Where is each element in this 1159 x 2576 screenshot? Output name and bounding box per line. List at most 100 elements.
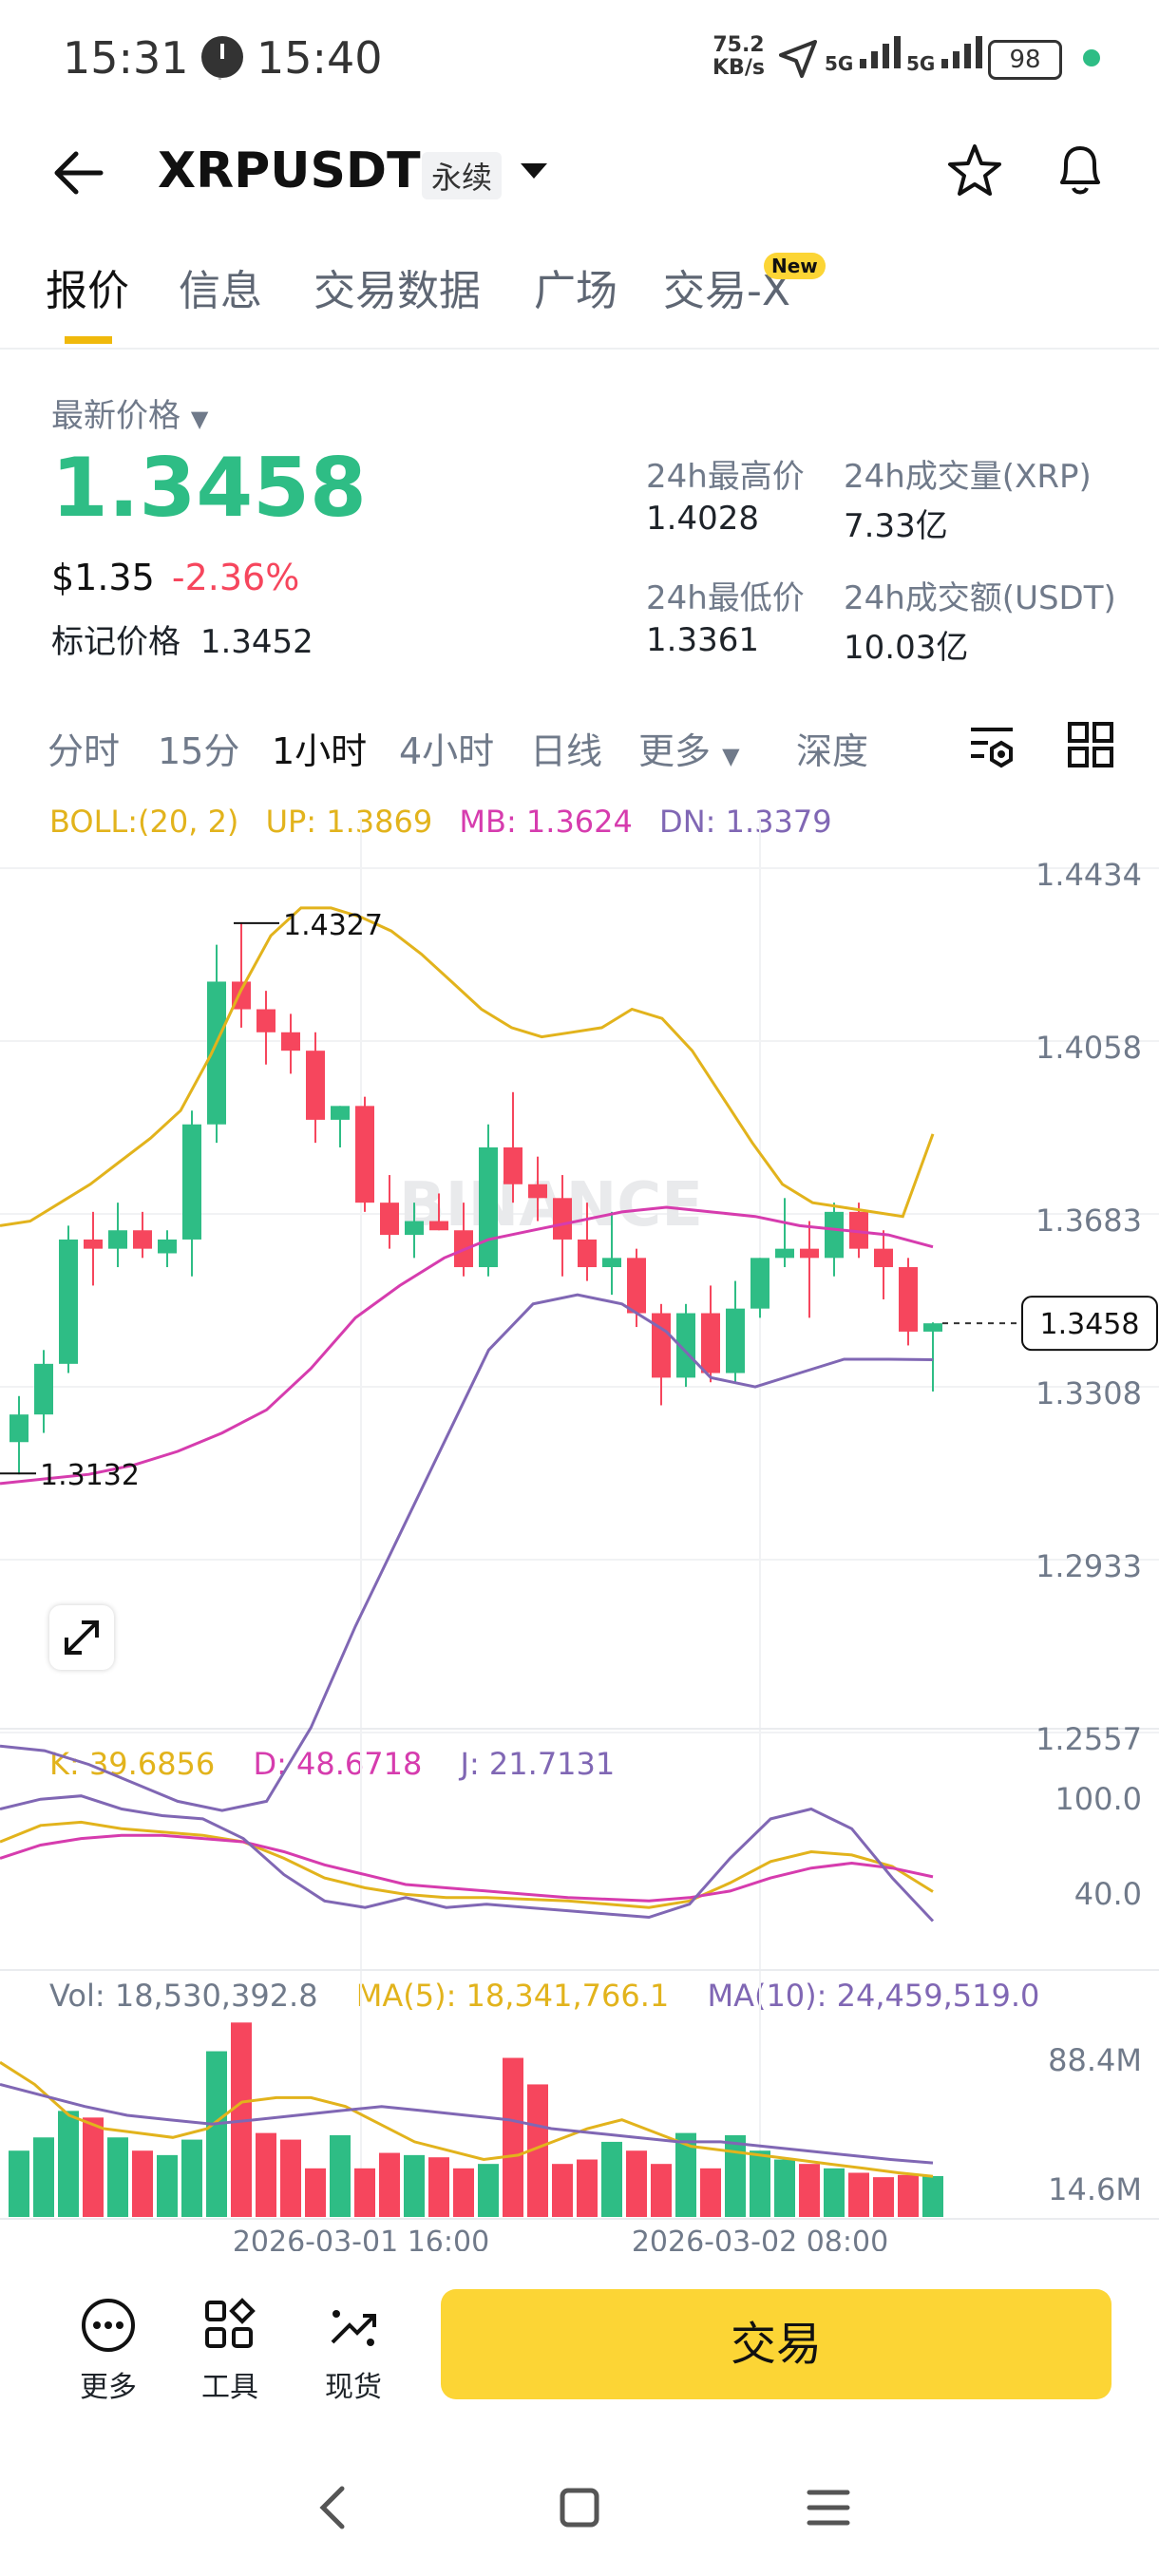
tab-info[interactable]: 信息 (179, 267, 262, 315)
battery-icon: 98 (988, 40, 1062, 80)
kdj-k-line (0, 1820, 934, 1909)
usd-price-row: $1.35 -2.36% (51, 557, 299, 598)
volume-bar (428, 2157, 449, 2217)
bottom-more[interactable]: 更多 (61, 2295, 156, 2405)
last-price: 1.3458 (51, 441, 367, 536)
kdj-d-line (0, 1833, 934, 1903)
interval-4h[interactable]: 4小时 (399, 730, 495, 772)
candle-body (602, 1258, 621, 1268)
location-arrow-icon (779, 40, 817, 78)
candle-body (701, 1313, 720, 1373)
tab-quote[interactable]: 报价 (46, 267, 129, 315)
net-speed-unit: KB/s (712, 56, 765, 80)
low-value: 1.3361 (646, 621, 759, 659)
volume-bar (132, 2150, 153, 2217)
boll-mb-label: MB: 1.3624 (459, 804, 633, 840)
interval-more[interactable]: 更多 ▼ (638, 730, 740, 772)
candle-body (825, 1211, 844, 1259)
time-tick-label: 2026-03-02 08:00 (632, 2226, 888, 2251)
tab-square[interactable]: 广场 (534, 267, 618, 315)
volume-bar (774, 2159, 795, 2217)
indicator-settings-icon[interactable] (965, 718, 1018, 771)
star-icon[interactable] (944, 141, 1005, 201)
interval-time[interactable]: 分时 (48, 730, 121, 772)
candle-body (133, 1230, 152, 1249)
high-label: 24h最高价 (646, 458, 805, 496)
turnover-value: 10.03亿 (844, 629, 969, 667)
chevron-down-icon[interactable] (517, 160, 551, 182)
nav-menu-icon[interactable] (800, 2479, 857, 2536)
candle-body (775, 1248, 794, 1259)
candle-body (874, 1248, 893, 1268)
kdj-j-line (0, 1794, 935, 1923)
volume-bar (651, 2164, 672, 2217)
signal-2: 5G (906, 32, 989, 75)
boll-dn-line (0, 1293, 934, 1812)
candle-body (207, 981, 226, 1125)
vol-tick-label: 14.6M (1048, 2171, 1142, 2207)
volume-bar (898, 2174, 919, 2217)
trade-button[interactable]: 交易 (441, 2289, 1112, 2399)
latest-price-label[interactable]: 最新价格 ▼ (51, 397, 209, 435)
candle-body (627, 1258, 646, 1314)
interval-1d[interactable]: 日线 (530, 730, 603, 772)
bottom-tools[interactable]: 工具 (182, 2295, 277, 2405)
new-badge: New (764, 253, 826, 279)
interval-15m[interactable]: 15分 (158, 730, 240, 772)
volume-bar (527, 2084, 548, 2217)
nav-back-icon[interactable] (304, 2479, 361, 2536)
tools-icon (205, 2298, 256, 2348)
low-annotation: 1.3132 (40, 1459, 140, 1492)
candle-body (331, 1106, 350, 1120)
trade-button-label: 交易 (730, 2318, 822, 2371)
candle-body (306, 1051, 325, 1120)
tab-trading-data[interactable]: 交易数据 (314, 267, 481, 315)
kline-chart[interactable]: 1.4434 1.4058 1.3683 1.3308 1.2933 1.2557 BINA… (0, 788, 1159, 2251)
usd-price: $1.35 (51, 557, 155, 598)
expand-button[interactable] (49, 1605, 114, 1670)
volume-bar (206, 2051, 227, 2217)
candle-body (405, 1221, 424, 1236)
high-value: 1.4028 (646, 500, 759, 538)
volume-bar (83, 2117, 104, 2217)
kdj-tick-label: 100.0 (1054, 1781, 1142, 1817)
status-bar: 15:31 15:40 75.2 KB/s 5G 5G 98 (0, 0, 1159, 114)
interval-depth[interactable]: 深度 (796, 730, 869, 772)
candle-body (84, 1239, 103, 1249)
back-arrow-icon[interactable] (48, 142, 108, 203)
interval-1h[interactable]: 1小时 (272, 730, 368, 772)
expand-icon (65, 1620, 99, 1655)
candle-body (59, 1239, 78, 1364)
interval-more-text: 更多 (638, 730, 712, 772)
price-tick-label: 1.2557 (1036, 1721, 1142, 1757)
candle-body (849, 1211, 868, 1249)
volume-bar (379, 2152, 400, 2217)
boll-mb-line (0, 1205, 934, 1486)
net-speed-value: 75.2 (712, 33, 765, 57)
status-time: 15:31 (63, 32, 189, 84)
vol-tick-label: 88.4M (1048, 2042, 1142, 2078)
latest-price-label-text: 最新价格 (51, 397, 180, 435)
grid-layout-icon[interactable] (1064, 718, 1117, 771)
vol-ma10-line (0, 2082, 934, 2165)
volume-bar (280, 2139, 301, 2217)
vol-ma10-label: MA(10): 24,459,519.0 (707, 1978, 1040, 2014)
volume-bar (107, 2137, 128, 2217)
volume-bar (799, 2164, 820, 2217)
net-speed: 75.2 KB/s (712, 34, 765, 80)
status-time-2: 15:40 (256, 32, 383, 84)
candle-body (899, 1267, 918, 1332)
bell-icon[interactable] (1049, 139, 1112, 201)
nav-home-icon[interactable] (551, 2479, 608, 2536)
volume-label: 24h成交量(XRP) (844, 458, 1092, 496)
bottom-spot[interactable]: 现货 (306, 2295, 401, 2405)
pair-title[interactable]: XRPUSDT (158, 142, 421, 199)
candle-body (800, 1248, 819, 1259)
candle-body (553, 1198, 572, 1240)
candle-body (652, 1313, 671, 1378)
spot-arrows-icon (331, 2310, 376, 2346)
time-tick-label: 2026-03-01 16:00 (233, 2226, 489, 2251)
contract-badge: 永续 (422, 152, 503, 199)
volume-bar (453, 2168, 474, 2217)
candle-body (504, 1146, 522, 1184)
